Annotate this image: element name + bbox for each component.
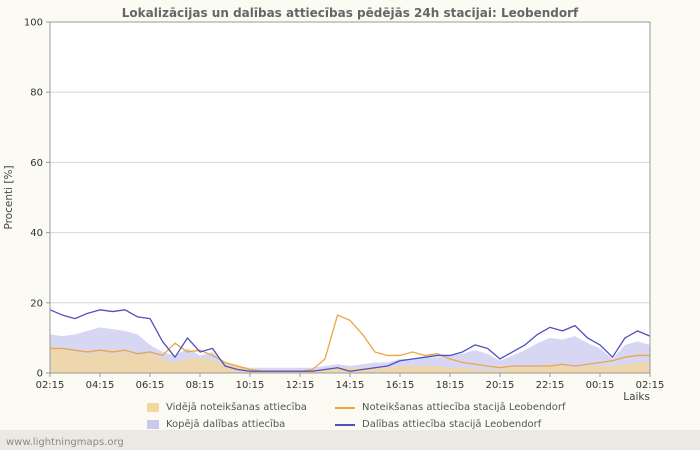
svg-text:Laiks: Laiks	[623, 391, 650, 403]
svg-text:04:15: 04:15	[86, 380, 115, 391]
svg-text:10:15: 10:15	[236, 380, 265, 391]
legend-item-station-participation: Dalības attiecība stacijā Leobendorf	[335, 419, 566, 430]
legend-item-avg-detection: Vidējā noteikšanas attiecība	[147, 402, 335, 413]
svg-text:12:15: 12:15	[286, 380, 315, 391]
svg-text:60: 60	[30, 158, 43, 169]
legend-item-total-participation: Kopējā dalības attiecība	[147, 419, 335, 430]
svg-text:08:15: 08:15	[186, 380, 215, 391]
svg-text:02:15: 02:15	[636, 380, 665, 391]
svg-text:02:15: 02:15	[36, 380, 65, 391]
footer-strip: www.lightningmaps.org	[0, 430, 700, 450]
legend-swatch-avg-detection	[147, 403, 159, 412]
legend-swatch-station-participation	[335, 423, 355, 426]
legend-label: Dalības attiecība stacijā Leobendorf	[362, 419, 542, 430]
svg-text:14:15: 14:15	[336, 380, 365, 391]
svg-text:20:15: 20:15	[486, 380, 515, 391]
svg-text:80: 80	[30, 88, 43, 99]
legend-swatch-total-participation	[147, 420, 159, 429]
svg-text:40: 40	[30, 228, 43, 239]
svg-text:06:15: 06:15	[136, 380, 165, 391]
svg-text:100: 100	[24, 18, 43, 29]
svg-text:18:15: 18:15	[436, 380, 465, 391]
svg-text:00:15: 00:15	[586, 380, 615, 391]
svg-text:20: 20	[30, 298, 43, 309]
chart-title: Lokalizācijas un dalības attiecības pēdē…	[121, 6, 579, 20]
chart-plot: 0 20 40 60 80 100 02:15 04:15 06:15 08:15 10:15 12:…	[3, 18, 665, 404]
legend-label: Vidējā noteikšanas attiecība	[166, 402, 307, 413]
svg-text:16:15: 16:15	[386, 380, 415, 391]
legend-label: Kopējā dalības attiecība	[166, 419, 286, 430]
legend-item-station-detection: Noteikšanas attiecība stacijā Leobendorf	[335, 402, 566, 413]
legend-label: Noteikšanas attiecība stacijā Leobendorf	[362, 402, 566, 413]
watermark: www.lightningmaps.org	[6, 437, 124, 448]
legend-swatch-station-detection	[335, 406, 355, 409]
chart-legend: Vidējā noteikšanas attiecība Noteikšanas…	[147, 402, 566, 430]
svg-text:Procenti [%]: Procenti [%]	[3, 165, 15, 229]
svg-text:0: 0	[37, 369, 43, 380]
svg-text:22:15: 22:15	[536, 380, 565, 391]
